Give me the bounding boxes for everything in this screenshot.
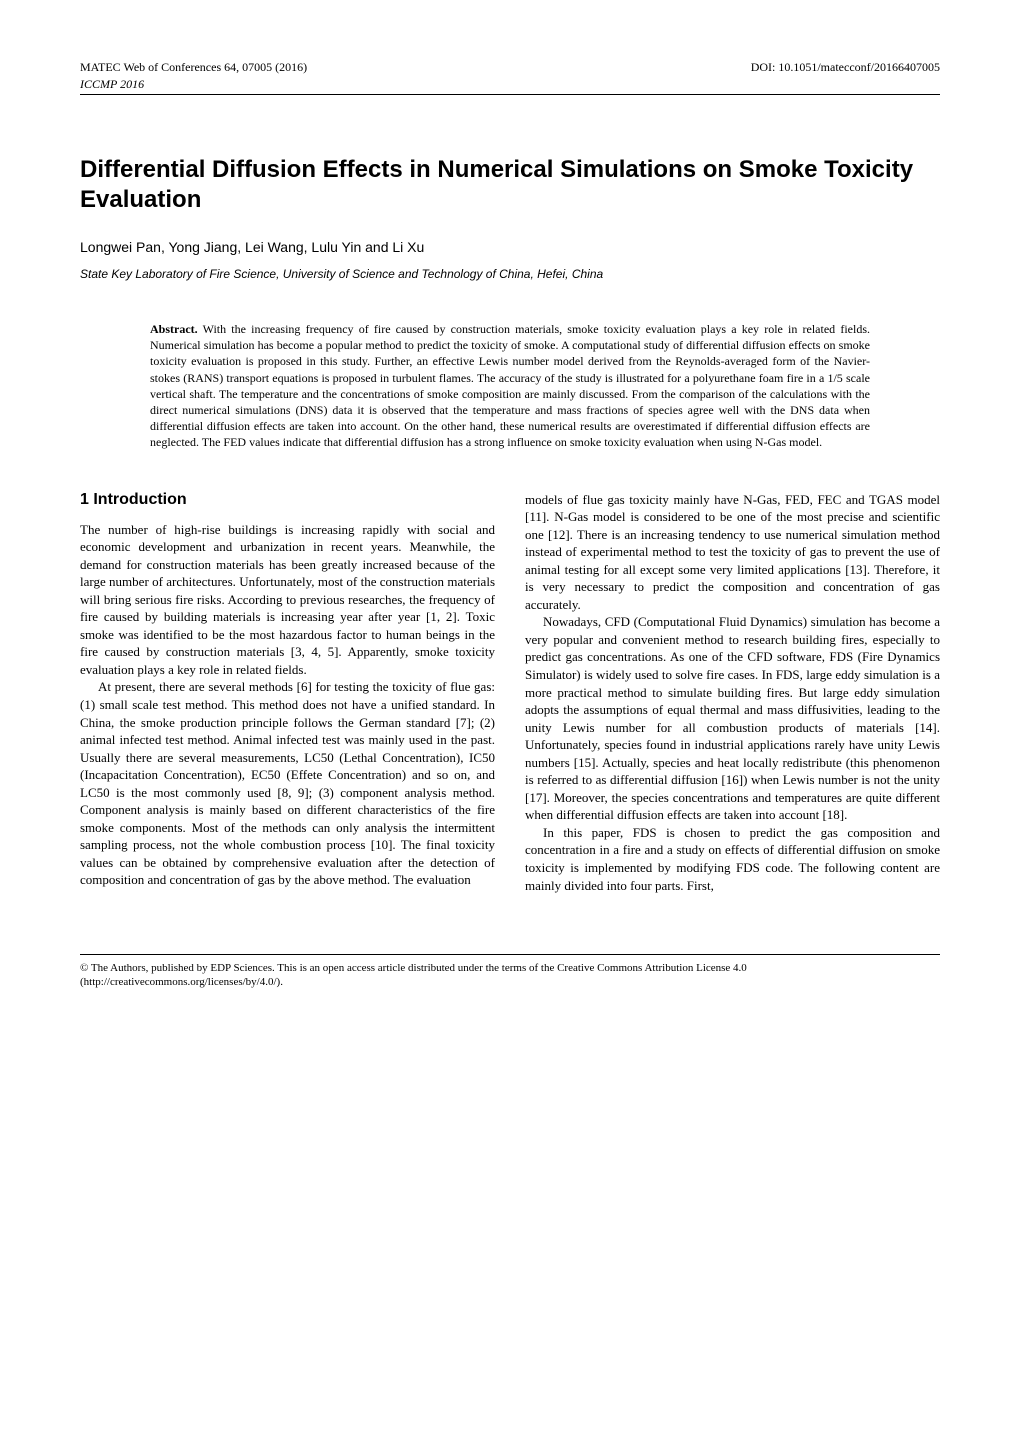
header-left: MATEC Web of Conferences 64, 07005 (2016… [80, 60, 307, 75]
affiliation: State Key Laboratory of Fire Science, Un… [80, 267, 940, 281]
abstract-text: With the increasing frequency of fire ca… [150, 322, 870, 449]
abstract-label: Abstract. [150, 322, 198, 336]
conference-name: ICCMP 2016 [80, 77, 940, 92]
license-footer: © The Authors, published by EDP Sciences… [80, 954, 940, 990]
body-paragraph: In this paper, FDS is chosen to predict … [525, 824, 940, 894]
column-left: 1 Introduction The number of high-rise b… [80, 491, 495, 895]
body-paragraph: Nowadays, CFD (Computational Fluid Dynam… [525, 613, 940, 824]
abstract-block: Abstract. With the increasing frequency … [150, 321, 870, 451]
authors-line: Longwei Pan, Yong Jiang, Lei Wang, Lulu … [80, 239, 940, 255]
header-rule [80, 94, 940, 95]
running-header: MATEC Web of Conferences 64, 07005 (2016… [80, 60, 940, 77]
body-columns: 1 Introduction The number of high-rise b… [80, 491, 940, 895]
column-right: models of flue gas toxicity mainly have … [525, 491, 940, 895]
section-heading-intro: 1 Introduction [80, 491, 495, 509]
body-paragraph: The number of high-rise buildings is inc… [80, 521, 495, 679]
body-paragraph: models of flue gas toxicity mainly have … [525, 491, 940, 614]
paper-title: Differential Diffusion Effects in Numeri… [80, 155, 940, 215]
body-paragraph: At present, there are several methods [6… [80, 678, 495, 889]
header-right: DOI: 10.1051/matecconf/20166407005 [751, 60, 940, 75]
